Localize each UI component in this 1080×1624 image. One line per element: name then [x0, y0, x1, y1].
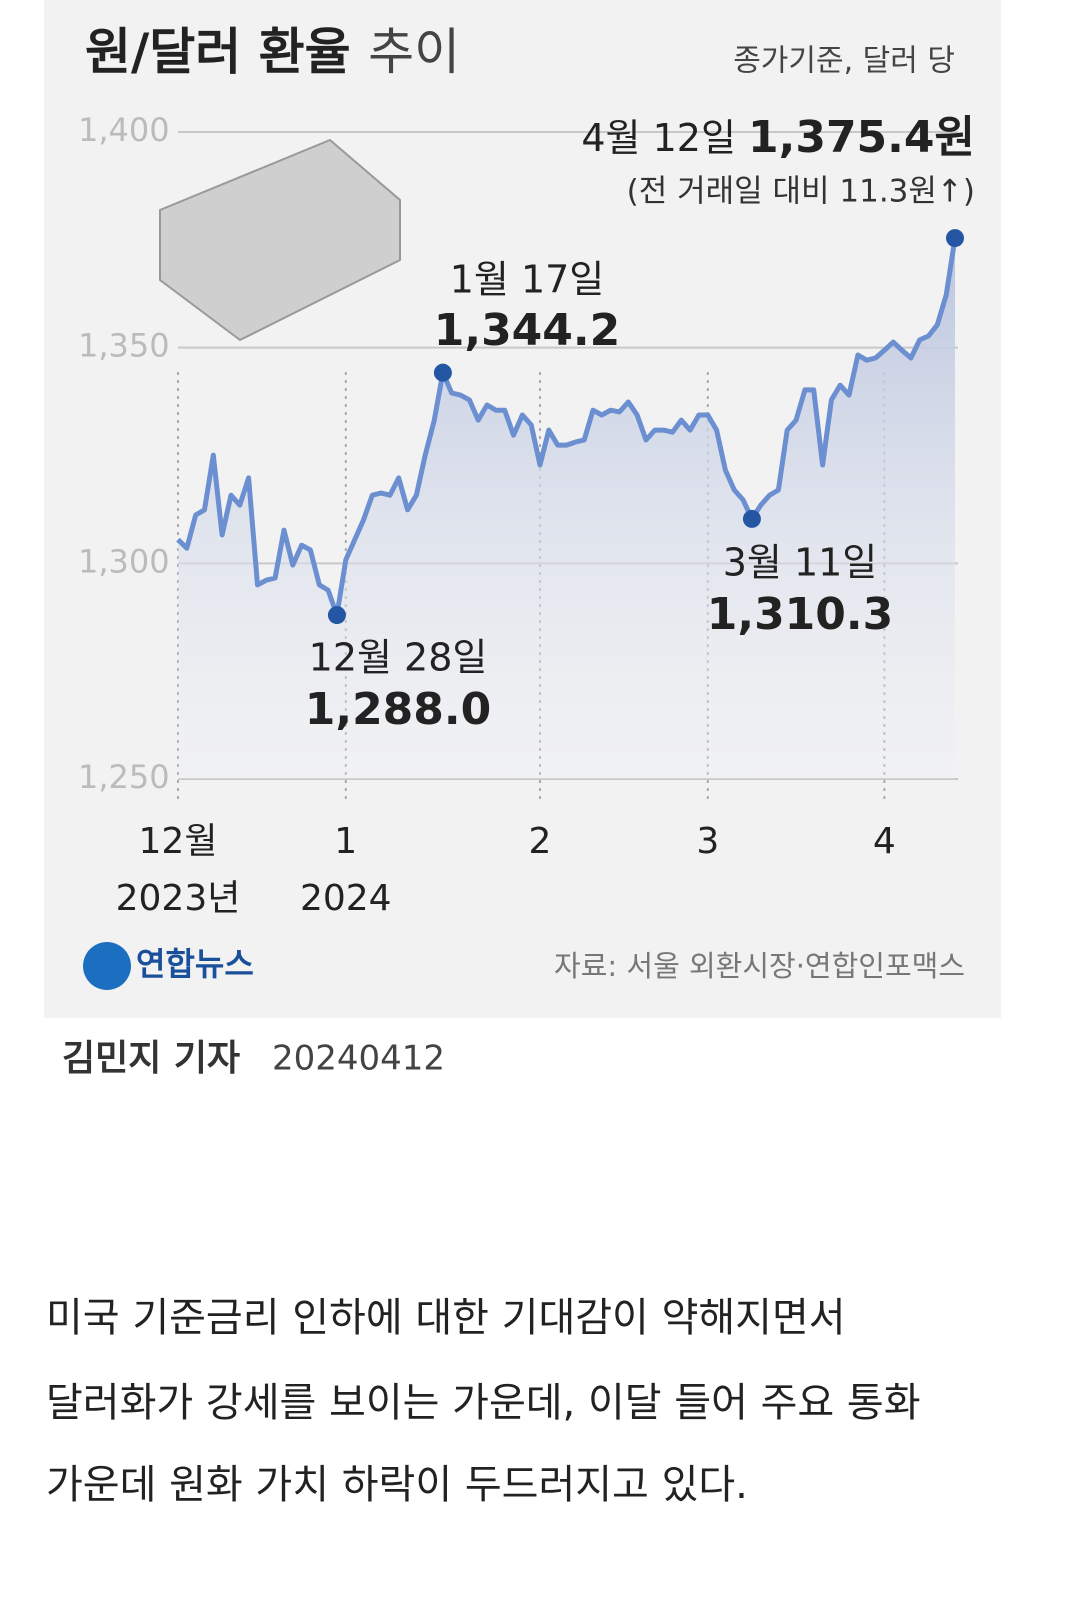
area: [178, 238, 955, 780]
y-tick-label: 1,400: [78, 111, 170, 149]
highlight-value: 1,375.4원: [748, 112, 975, 163]
body-line: 달러화가 강세를 보이는 가운데, 이달 들어 주요 통화: [46, 1380, 921, 1426]
x-year-label: 2023년: [116, 878, 241, 919]
highlight-dot: [946, 229, 964, 248]
highlight-label: 4월 12일 1,375.4원: [581, 112, 975, 163]
highlight-date: 1월 17일: [450, 258, 605, 302]
x-tick-label: 1: [334, 821, 357, 862]
author: 김민지 기자: [62, 1038, 240, 1079]
y-tick-label: 1,350: [78, 327, 170, 365]
plot: 1,250 1,300 1,350 1,400 12월 2023년 1 2024 2 3 4 12월 …: [78, 111, 975, 919]
x-tick-label: 4: [873, 821, 896, 862]
decor-icon: [159, 138, 401, 342]
y-tick-label: 1,300: [78, 542, 170, 580]
highlight-dot: [742, 509, 761, 528]
source: 자료: 서울 외환시장·연합인포맥스: [554, 949, 965, 983]
y-tick-label: 1,250: [78, 758, 170, 796]
title-main: 원/달러 환율: [85, 23, 351, 81]
highlight-dot: [433, 363, 452, 382]
highlight-value: 1,288.0: [305, 684, 492, 735]
chart-title: 원/달러 환율 추이: [85, 23, 460, 81]
highlight-dot: [327, 606, 346, 625]
body-line: 미국 기준금리 인하에 대한 기대감이 약해지면서: [46, 1295, 846, 1341]
highlight-date: 4월 12일: [581, 116, 736, 160]
highlight-note: (전 거래일 대비 11.3원↑): [627, 174, 975, 210]
highlight-value: 1,344.2: [434, 305, 621, 356]
date: 20240412: [272, 1039, 445, 1079]
highlight-date: 12월 28일: [309, 636, 488, 680]
body-line: 가운데 원화 가치 하락이 두드러지고 있다.: [46, 1462, 748, 1508]
unit-note: 종가기준, 달러 당: [733, 44, 955, 79]
title-suffix: 추이: [368, 23, 460, 81]
x-tick-label: 3: [696, 821, 719, 862]
x-tick-label: 12월: [139, 821, 218, 862]
logo-icon: [83, 942, 131, 990]
x-tick-label: 2: [529, 821, 552, 862]
line: [176, 237, 958, 618]
logo: 연합뉴스: [136, 945, 254, 983]
x-year-label: 2024: [300, 878, 392, 919]
highlight-date: 3월 11일: [723, 541, 878, 585]
highlight-value: 1,310.3: [707, 589, 894, 640]
